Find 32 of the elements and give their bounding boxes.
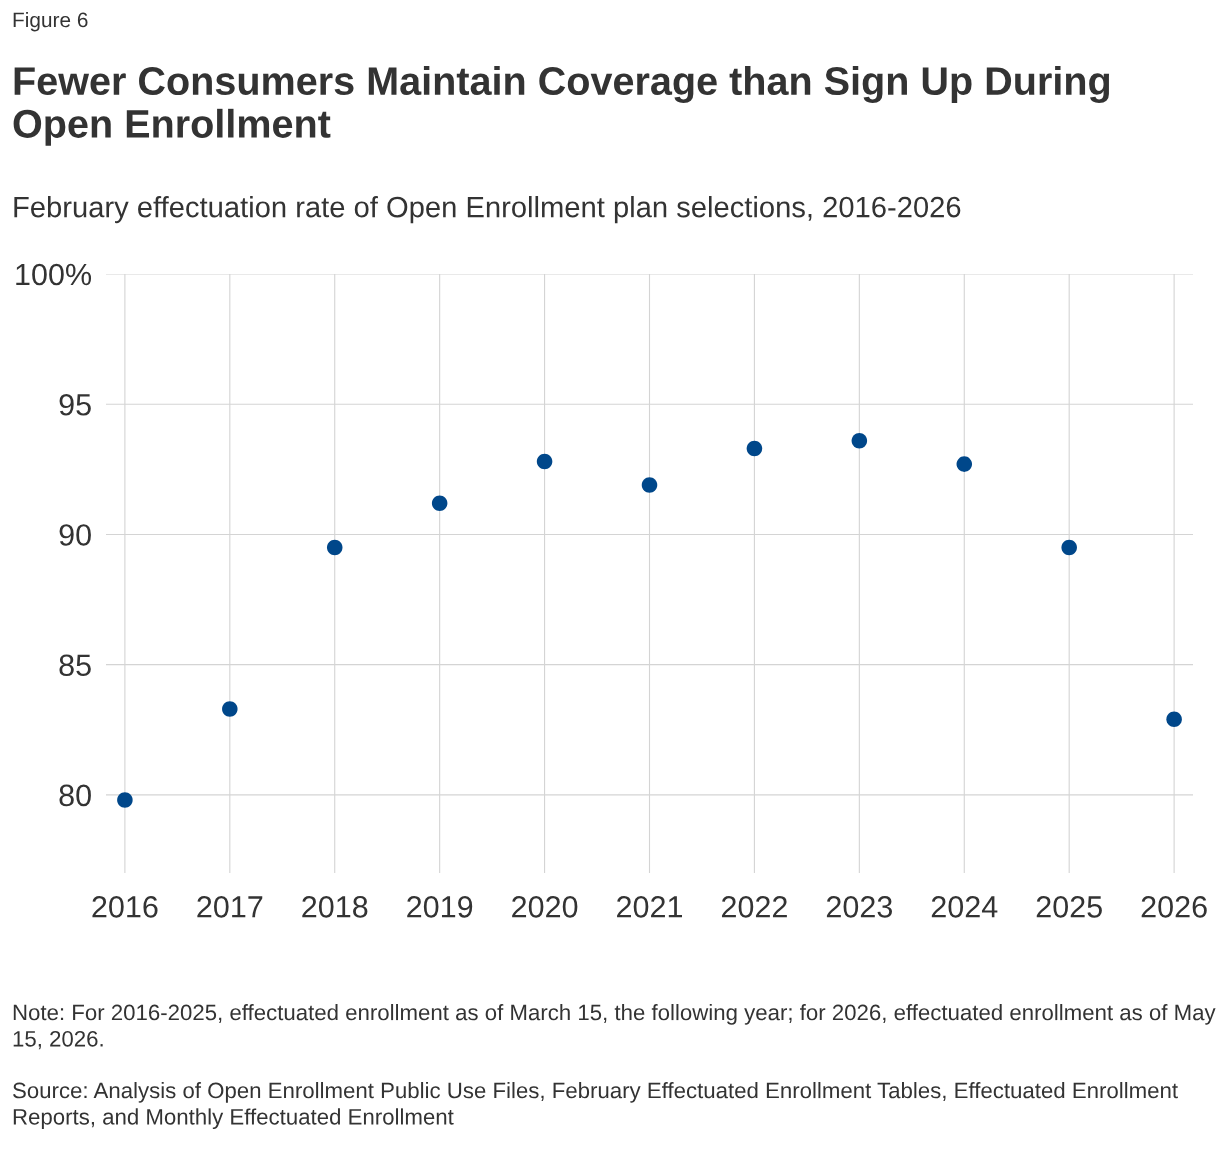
x-tick-label: 2024	[931, 896, 998, 918]
y-tick-label: 80	[59, 784, 91, 807]
x-tick-label: 2021	[617, 896, 682, 918]
y-tick-label: 90	[59, 524, 91, 546]
x-tick-label: 2016	[92, 896, 158, 918]
x-tick-label: 2019	[407, 896, 473, 918]
y-tick-label: 85	[59, 654, 91, 677]
caption: Figure 6	[13, 12, 88, 32]
point	[956, 456, 973, 472]
point	[536, 453, 553, 470]
point	[222, 701, 238, 717]
point	[117, 792, 133, 808]
y-tick-label: 95	[59, 393, 91, 416]
x-tick-label: 2020	[512, 896, 578, 918]
chart-title: Fewer Consumers Maintain Coverage than Sign Up During Open Enrollment	[13, 66, 1110, 146]
point	[641, 477, 658, 493]
point	[851, 432, 868, 449]
chart-subtitle: February effectuation rate of Open Enrollment plan selections, 2016-2026	[14, 196, 961, 224]
point	[746, 440, 763, 457]
y-tick-label: 100%	[16, 263, 92, 286]
x-tick-label: 2025	[1036, 896, 1102, 918]
point	[1061, 539, 1077, 556]
x-tick-label: 2023	[826, 896, 892, 918]
x-tick-label: 2022	[721, 896, 787, 918]
text: Note: For 2016-2025, effectuated enrollment as of March 15, the following year; for 2026, effectuated enrollment as of May 15, 2026.	[13, 1004, 1216, 1050]
x-tick-label: 2017	[197, 896, 263, 918]
point	[431, 495, 448, 511]
point	[1166, 711, 1182, 728]
point	[326, 539, 343, 556]
x-tick-label: 2018	[302, 896, 368, 918]
source-note: Source: Analysis of Open Enrollment Public Use Files, February Effectuated Enrollment Tables, Effectuated Enrollment Reports, and Monthly Effectuated Enrollment	[13, 1082, 1178, 1130]
x-tick-label: 2026	[1141, 896, 1207, 918]
